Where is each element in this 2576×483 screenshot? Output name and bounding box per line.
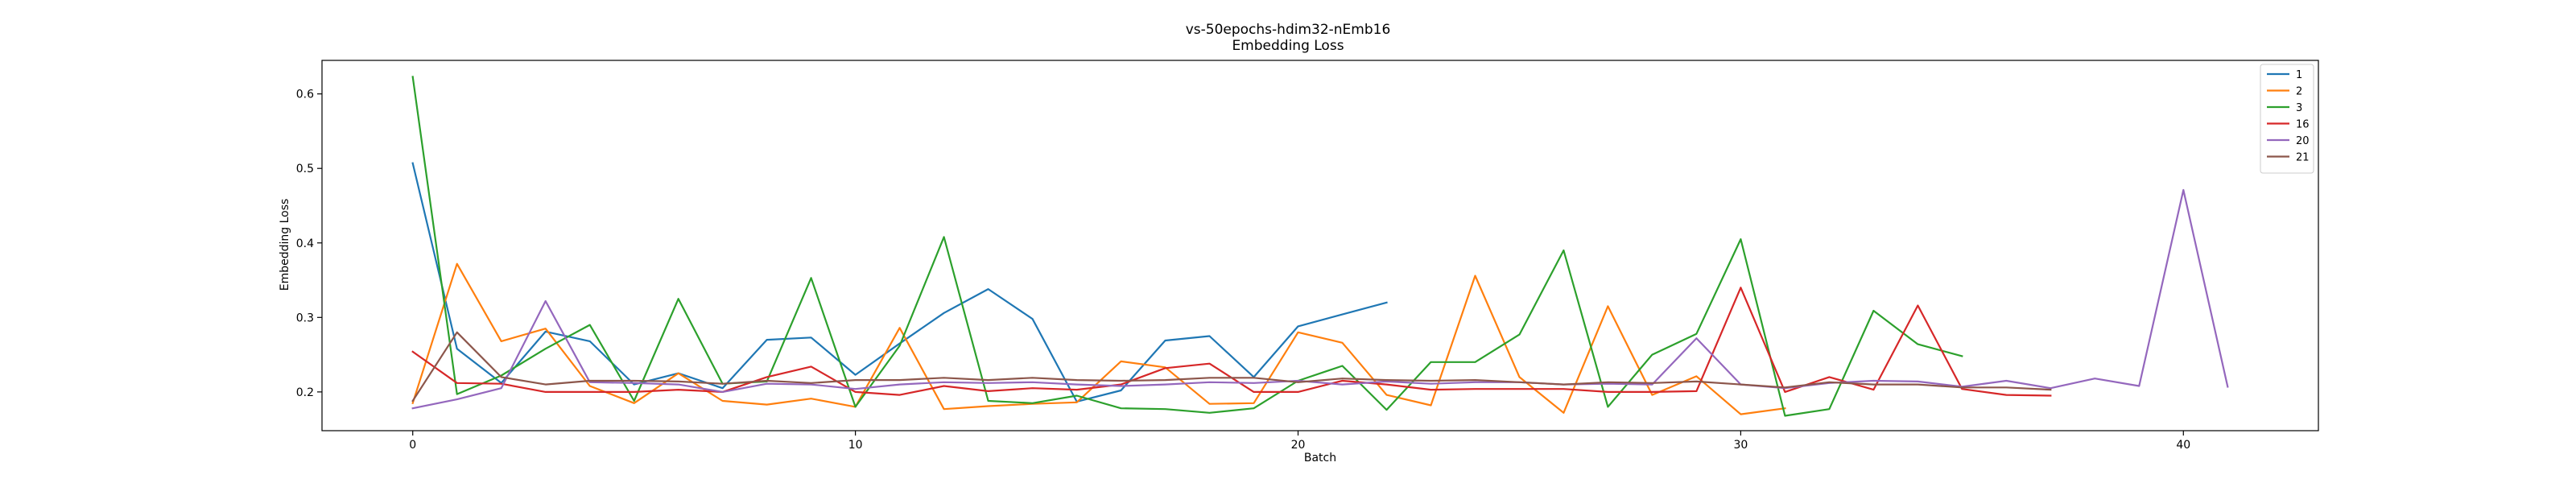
x-tick-label: 0 [409,439,416,452]
series-line-3 [411,76,1963,417]
chart-title: vs-50epochs-hdim32-nEmb16 [1186,22,1391,38]
x-tick-label: 20 [1291,439,1306,452]
legend: 1 2 3 16 20 21 [2260,64,2314,174]
y-tick-label: 0.2 [296,386,314,399]
legend-label: 16 [2296,119,2310,131]
y-tick-label: 0.5 [296,163,314,175]
y-axis-label: Embedding Loss [279,199,291,291]
y-tick-label: 0.4 [296,237,314,250]
legend-box [2260,64,2314,174]
x-tick-label: 40 [2176,439,2190,452]
series-line-2 [411,262,1786,415]
legend-label: 20 [2296,135,2310,147]
axes: 0 10 20 30 40 0.2 0.3 0.4 0.5 0.6 [296,60,2319,452]
x-axis-label: Batch [1304,452,1336,464]
legend-label: 3 [2296,102,2302,114]
axes-frame [321,60,2319,431]
series-line-20 [411,188,2229,410]
y-tick-label: 0.3 [296,312,314,324]
y-tick-label: 0.6 [296,89,314,101]
x-tick-label: 30 [1733,439,1748,452]
legend-label: 21 [2296,152,2310,164]
x-tick-label: 10 [848,439,863,452]
plot-area [411,76,2229,417]
series-line-21 [411,331,2052,402]
legend-label: 1 [2296,69,2302,81]
legend-label: 2 [2296,86,2302,98]
chart-subtitle: Embedding Loss [1232,38,1344,54]
